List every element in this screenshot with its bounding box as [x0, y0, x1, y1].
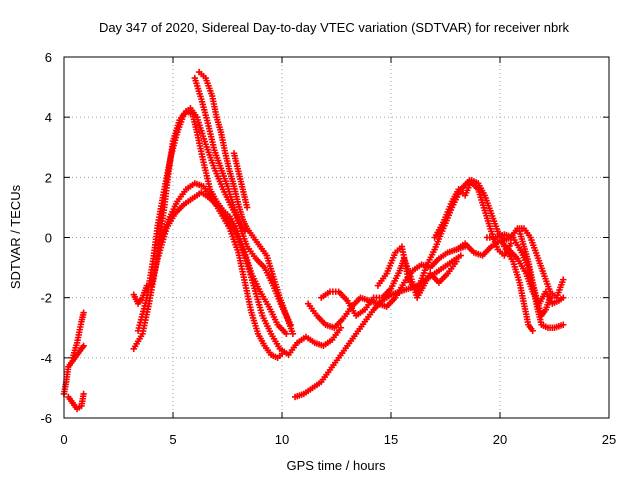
data-point [546, 294, 554, 301]
y-tick-label: 0 [45, 231, 52, 246]
chart-title: Day 347 of 2020, Sidereal Day-to-day VTE… [99, 20, 570, 35]
data-point [80, 309, 87, 316]
data-point [560, 294, 567, 301]
data-series [65, 390, 87, 413]
data-point [80, 342, 87, 349]
data-point [560, 321, 567, 328]
plot-frame [63, 56, 610, 419]
data-point [280, 348, 288, 356]
y-tick-label: -4 [40, 351, 52, 366]
data-point [457, 252, 464, 259]
data-series [431, 177, 567, 301]
y-tick-label: -2 [40, 291, 52, 306]
x-tick-label: 25 [602, 432, 616, 447]
data-point [80, 390, 87, 398]
x-tick-label: 5 [169, 432, 176, 447]
data-point [453, 258, 460, 265]
y-axis-label: SDTVAR / TECUs [8, 184, 23, 289]
y-tick-label: 4 [45, 110, 52, 125]
data-series [191, 74, 294, 328]
data-series [69, 309, 87, 362]
x-tick-label: 20 [493, 432, 507, 447]
data-point [289, 330, 297, 337]
data-series [148, 189, 345, 359]
x-tick-label: 10 [275, 432, 289, 447]
data-series [501, 243, 536, 334]
data-series [134, 104, 249, 334]
data-series [304, 243, 469, 331]
data-series [230, 150, 251, 211]
x-tick-label: 0 [60, 432, 67, 447]
x-axis-label: GPS time / hours [287, 458, 386, 473]
data-point [287, 321, 294, 328]
data-point [507, 240, 515, 247]
y-tick-label: 6 [45, 50, 52, 65]
data-series [318, 255, 460, 319]
data-point [560, 276, 567, 283]
y-tick-label: -6 [40, 411, 52, 426]
data-series [291, 252, 464, 401]
data-point [529, 327, 536, 334]
data-point [243, 204, 251, 211]
x-tick-labels: 0 5 10 15 20 25 [60, 432, 616, 447]
data-point [283, 330, 290, 337]
data-marks [60, 68, 567, 413]
x-tick-label: 15 [384, 432, 398, 447]
data-series [156, 180, 288, 362]
data-point [337, 324, 345, 331]
y-tick-labels: -6 -4 -2 0 2 4 6 [40, 50, 52, 426]
grid [64, 57, 609, 418]
y-tick-label: 2 [45, 170, 52, 185]
data-series [516, 228, 554, 319]
